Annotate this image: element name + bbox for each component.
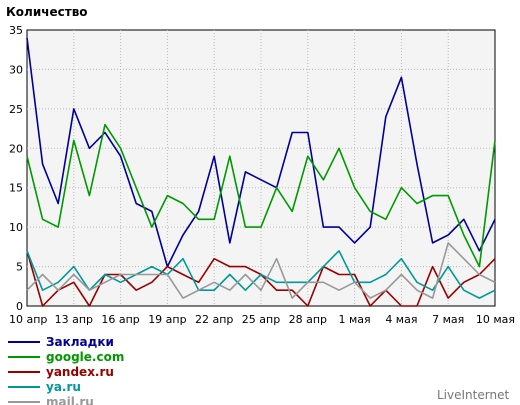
y-tick-label: 20 [9,142,23,155]
y-tick-label: 0 [16,300,23,313]
y-tick-label: 35 [9,24,23,37]
series-lines [26,37,496,307]
x-tick-label: 4 мая [385,313,417,326]
x-tick-label: 10 апр [9,313,47,326]
legend-label: Закладки [46,335,114,349]
x-tick-label: 19 апр [148,313,186,326]
x-tick-label: 22 апр [195,313,233,326]
y-tick-label: 15 [9,182,23,195]
legend-label: yandex.ru [46,365,114,379]
x-tick-label: 7 мая [432,313,464,326]
x-tick-label: 25 апр [242,313,280,326]
gridlines [27,30,495,306]
x-tick-label: 28 апр [289,313,327,326]
y-tick-label: 5 [16,261,23,274]
y-axis: 0 5 10 15 20 25 30 35 [9,24,23,313]
y-tick-label: 25 [9,103,23,116]
x-tick-label: 10 мая [476,313,515,326]
series-line-3 [26,250,496,299]
series-line-1 [26,123,496,268]
legend-label: google.com [46,350,124,364]
x-axis: 10 апр 13 апр 16 апр 19 апр 22 апр 25 апр 28 а… [9,313,515,326]
series-line-4 [26,242,496,299]
y-tick-label: 10 [9,221,23,234]
y-tick-label: 30 [9,63,23,76]
x-tick-label: 16 апр [101,313,139,326]
y-axis-title: Количество [6,5,88,19]
x-tick-label: 13 апр [55,313,93,326]
legend-label: mail.ru [46,395,94,405]
series-line-0 [26,37,496,268]
liveinternet-watermark: LiveInternet [437,388,509,402]
x-tick-label: 1 мая [339,313,371,326]
legend-label: ya.ru [46,380,81,394]
